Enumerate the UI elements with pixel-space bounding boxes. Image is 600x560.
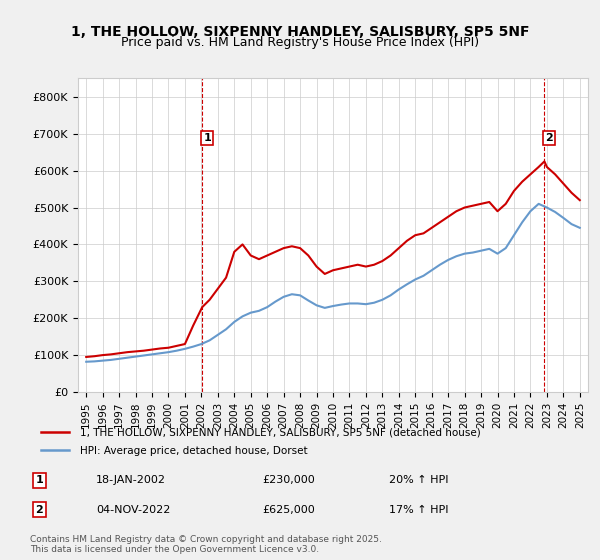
Text: 2: 2 (35, 505, 43, 515)
Text: Price paid vs. HM Land Registry's House Price Index (HPI): Price paid vs. HM Land Registry's House … (121, 36, 479, 49)
Text: 04-NOV-2022: 04-NOV-2022 (96, 505, 170, 515)
Text: HPI: Average price, detached house, Dorset: HPI: Average price, detached house, Dors… (80, 446, 307, 456)
Text: 1, THE HOLLOW, SIXPENNY HANDLEY, SALISBURY, SP5 5NF: 1, THE HOLLOW, SIXPENNY HANDLEY, SALISBU… (71, 25, 529, 39)
Text: Contains HM Land Registry data © Crown copyright and database right 2025.
This d: Contains HM Land Registry data © Crown c… (30, 535, 382, 554)
Text: £230,000: £230,000 (262, 475, 314, 486)
Text: 18-JAN-2002: 18-JAN-2002 (96, 475, 166, 486)
Text: 17% ↑ HPI: 17% ↑ HPI (389, 505, 448, 515)
Text: 2: 2 (545, 133, 553, 143)
Text: 1: 1 (203, 133, 211, 143)
Text: 1: 1 (35, 475, 43, 486)
Text: 1, THE HOLLOW, SIXPENNY HANDLEY, SALISBURY, SP5 5NF (detached house): 1, THE HOLLOW, SIXPENNY HANDLEY, SALISBU… (80, 428, 481, 437)
Text: £625,000: £625,000 (262, 505, 314, 515)
Text: 20% ↑ HPI: 20% ↑ HPI (389, 475, 448, 486)
